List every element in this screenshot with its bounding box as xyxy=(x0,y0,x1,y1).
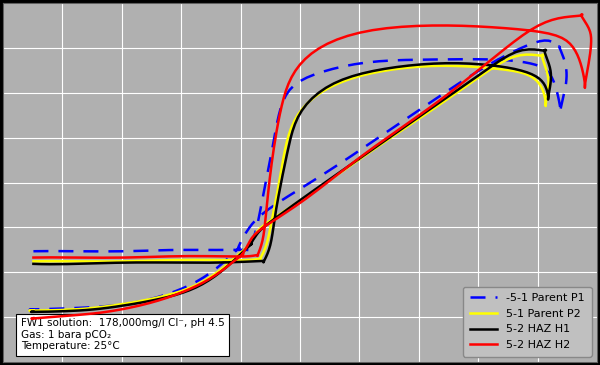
Legend: -5-1 Parent P1, 5-1 Parent P2, 5-2 HAZ H1, 5-2 HAZ H2: -5-1 Parent P1, 5-1 Parent P2, 5-2 HAZ H… xyxy=(463,287,592,357)
Text: FW1 solution:  178,000mg/l Cl⁻, pH 4.5
Gas: 1 bara pCO₂
Temperature: 25°C: FW1 solution: 178,000mg/l Cl⁻, pH 4.5 Ga… xyxy=(20,318,224,351)
